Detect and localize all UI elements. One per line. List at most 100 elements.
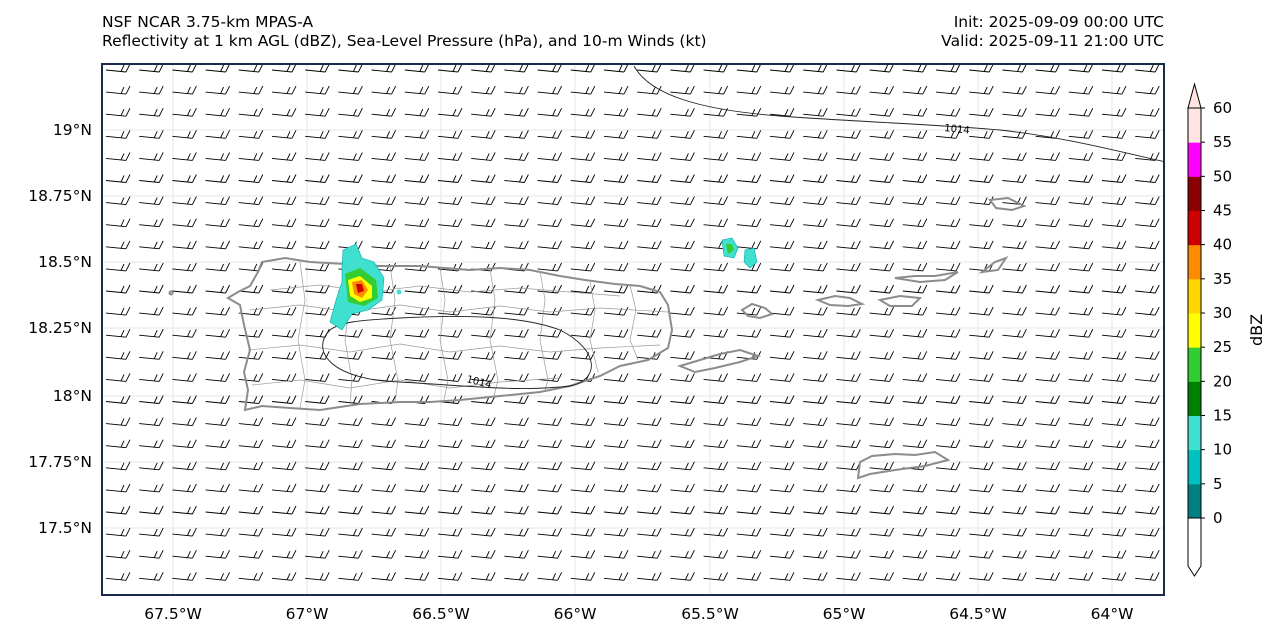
colorbar-tick-label: 25 bbox=[1213, 338, 1232, 356]
colorbar-tick-label: 20 bbox=[1213, 372, 1232, 390]
wind-barb bbox=[803, 218, 828, 228]
wind-barb bbox=[935, 107, 961, 117]
wind-barb bbox=[670, 152, 695, 161]
wind-barb bbox=[803, 240, 828, 250]
wind-barb bbox=[1101, 328, 1127, 338]
wind-barb bbox=[404, 328, 430, 338]
wind-barb bbox=[869, 549, 895, 559]
wind-barb bbox=[437, 64, 463, 73]
wind-barb bbox=[869, 85, 895, 95]
wind-barb bbox=[371, 218, 397, 228]
wind-barb bbox=[637, 395, 662, 404]
wind-barb bbox=[736, 417, 762, 427]
wind-barb bbox=[139, 373, 164, 382]
wind-barb bbox=[371, 572, 397, 581]
wind-barb bbox=[935, 240, 961, 250]
wind-barb bbox=[1035, 461, 1061, 471]
wind-barb bbox=[105, 240, 131, 250]
wind-barb bbox=[371, 174, 397, 183]
wind-barb bbox=[238, 196, 264, 206]
wind-barb bbox=[404, 505, 430, 515]
wind-barb bbox=[271, 461, 297, 471]
wind-barb bbox=[1002, 107, 1027, 117]
wind-barb bbox=[172, 549, 197, 559]
wind-barb bbox=[570, 395, 596, 404]
wind-barb bbox=[1101, 395, 1127, 404]
lat-tick-label: 17.75°N bbox=[28, 453, 92, 471]
wind-barb bbox=[836, 284, 861, 294]
wind-barb bbox=[371, 549, 397, 559]
wind-barb bbox=[172, 240, 197, 250]
wind-barb bbox=[139, 417, 164, 427]
wind-barb bbox=[637, 196, 662, 206]
wind-barb bbox=[1101, 439, 1127, 449]
wind-barb bbox=[1035, 64, 1061, 73]
wind-barb bbox=[172, 527, 197, 537]
coastlines bbox=[168, 196, 1027, 480]
wind-barb bbox=[769, 306, 795, 316]
wind-barb bbox=[736, 130, 762, 139]
wind-barb bbox=[1002, 85, 1027, 95]
longitude-labels: 67.5°W 67°W 66.5°W 66°W 65.5°W 65°W 64.5°W 64°W bbox=[144, 605, 1133, 623]
wind-barb bbox=[504, 174, 529, 183]
wind-barb bbox=[902, 417, 928, 427]
wind-barb bbox=[935, 130, 961, 139]
wind-barb bbox=[670, 527, 695, 537]
wind-barb bbox=[404, 174, 430, 183]
wind-barb bbox=[1068, 417, 1094, 427]
wind-barb bbox=[603, 284, 629, 294]
wind-barb bbox=[1068, 351, 1094, 360]
wind-barb bbox=[1135, 64, 1160, 73]
wind-barb bbox=[1135, 549, 1160, 559]
wind-barb bbox=[769, 218, 795, 228]
wind-barb bbox=[371, 527, 397, 537]
wind-barb bbox=[271, 306, 297, 316]
wind-barb bbox=[703, 505, 729, 515]
wind-barb bbox=[935, 572, 961, 581]
wind-barb bbox=[437, 483, 463, 493]
wind-barb bbox=[603, 218, 629, 228]
wind-barb bbox=[1002, 64, 1027, 73]
wind-barb bbox=[139, 505, 164, 515]
wind-barb bbox=[238, 549, 264, 559]
wind-barb bbox=[504, 218, 529, 228]
wind-barb bbox=[1135, 483, 1160, 493]
wind-barb bbox=[1101, 240, 1127, 250]
wind-barb bbox=[338, 85, 363, 95]
wind-barb bbox=[504, 461, 529, 471]
wind-barb bbox=[1035, 174, 1061, 183]
wind-barb bbox=[238, 461, 264, 471]
wind-barb bbox=[670, 328, 695, 338]
st-croix-coastline bbox=[856, 450, 951, 480]
wind-barb bbox=[836, 218, 861, 228]
wind-barb bbox=[172, 572, 197, 581]
wind-barb bbox=[803, 85, 828, 95]
wind-barb bbox=[603, 505, 629, 515]
colorbar-bin bbox=[1188, 313, 1201, 348]
wind-barb bbox=[670, 483, 695, 493]
wind-barb bbox=[105, 483, 131, 493]
wind-barb bbox=[570, 107, 596, 117]
wind-barb bbox=[935, 461, 961, 471]
wind-barb bbox=[1002, 328, 1027, 338]
wind-barb bbox=[437, 439, 463, 449]
wind-barb bbox=[736, 483, 762, 493]
isobar-label-north: 1014 bbox=[944, 123, 970, 137]
lon-tick-label: 67°W bbox=[286, 605, 329, 623]
wind-barb bbox=[637, 174, 662, 183]
wind-barb bbox=[736, 549, 762, 559]
wind-barb bbox=[1135, 373, 1160, 382]
wind-barb bbox=[205, 395, 231, 404]
wind-barb bbox=[1035, 262, 1061, 272]
wind-barb bbox=[471, 483, 496, 493]
wind-barb bbox=[305, 196, 330, 206]
wind-barb bbox=[670, 306, 695, 316]
wind-barb bbox=[1068, 395, 1094, 404]
wind-barb bbox=[736, 572, 762, 581]
wind-barb bbox=[736, 196, 762, 206]
wind-barb bbox=[1002, 218, 1027, 228]
wind-barb bbox=[139, 461, 164, 471]
wind-barb bbox=[371, 505, 397, 515]
wind-barb bbox=[105, 505, 131, 515]
wind-barb bbox=[1101, 64, 1127, 73]
